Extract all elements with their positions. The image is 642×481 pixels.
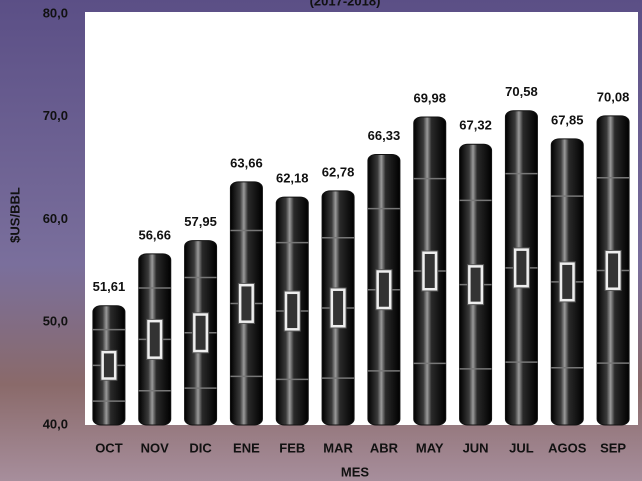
barrel xyxy=(92,305,126,426)
value-label: 70,58 xyxy=(505,84,538,99)
x-tick-label: DIC xyxy=(189,440,212,455)
barrel xyxy=(184,240,218,426)
barrel xyxy=(596,115,630,426)
value-label: 69,98 xyxy=(413,90,446,105)
x-tick-label: MAY xyxy=(416,440,444,455)
value-label: 51,61 xyxy=(93,279,126,294)
x-tick-label: FEB xyxy=(279,440,305,455)
y-tick-label: 50,0 xyxy=(43,314,68,329)
value-label: 66,33 xyxy=(368,128,401,143)
y-tick-label: 70,0 xyxy=(43,108,68,123)
oil-label-inner xyxy=(149,322,160,357)
oil-label-inner xyxy=(608,253,619,288)
x-tick-label: NOV xyxy=(141,440,170,455)
value-label: 67,32 xyxy=(459,118,492,133)
oil-label-inner xyxy=(333,290,344,325)
x-tick-label: OCT xyxy=(95,440,123,455)
y-tick-label: 40,0 xyxy=(43,416,68,431)
barrel xyxy=(504,110,538,426)
barrel xyxy=(413,116,447,426)
barrel xyxy=(459,143,493,426)
value-label: 67,85 xyxy=(551,112,584,127)
y-axis-label: $US/BBL xyxy=(7,187,22,243)
x-tick-label: JUN xyxy=(463,440,489,455)
oil-label-inner xyxy=(424,253,435,288)
barrel xyxy=(550,138,584,426)
barrel xyxy=(275,196,309,426)
barrel xyxy=(138,253,172,426)
x-tick-label: SEP xyxy=(600,440,626,455)
oil-label-inner xyxy=(241,286,252,321)
oil-label-inner xyxy=(516,250,527,285)
oil-label-inner xyxy=(287,294,298,329)
x-tick-label: ENE xyxy=(233,440,260,455)
x-tick-label: AGOS xyxy=(548,440,587,455)
x-tick-label: ABR xyxy=(370,440,399,455)
x-tick-label: JUL xyxy=(509,440,534,455)
barrel xyxy=(229,181,263,426)
plot-area xyxy=(85,12,638,425)
oil-label-inner xyxy=(103,353,114,378)
value-label: 57,95 xyxy=(184,214,217,229)
value-label: 63,66 xyxy=(230,155,263,170)
oil-label-inner xyxy=(378,272,389,307)
value-label: 62,18 xyxy=(276,171,309,186)
barrel xyxy=(321,190,355,426)
y-tick-label: 60,0 xyxy=(43,211,68,226)
x-axis-label: MES xyxy=(341,464,370,479)
oil-label-inner xyxy=(562,264,573,299)
x-tick-label: MAR xyxy=(323,440,353,455)
y-tick-label: 80,0 xyxy=(43,5,68,20)
value-label: 62,78 xyxy=(322,164,355,179)
oil-label-inner xyxy=(195,315,206,350)
value-label: 56,66 xyxy=(138,227,171,242)
barrel xyxy=(367,153,401,426)
value-label: 70,08 xyxy=(597,89,630,104)
oil-label-inner xyxy=(470,267,481,302)
chart-title: (2017-2018) xyxy=(310,0,381,8)
